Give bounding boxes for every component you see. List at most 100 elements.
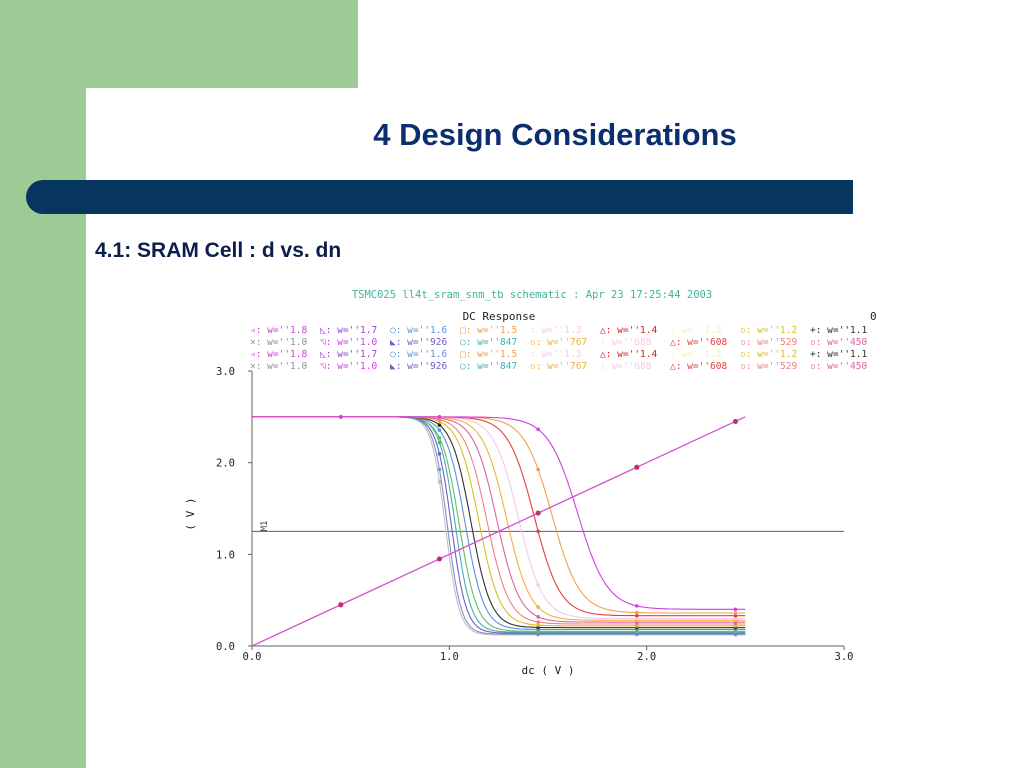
x-tick-label: 0.0 — [243, 651, 262, 663]
curve-marker — [635, 610, 639, 615]
curve-marker — [437, 467, 442, 472]
curve-marker — [536, 467, 540, 472]
legend-entry: +: w=''1.1 — [810, 325, 867, 336]
legend-entry: △: w=''608 — [670, 337, 727, 348]
transfer-curve — [252, 416, 746, 617]
chart-title: DC Response — [463, 310, 536, 323]
legend-entry: ▫: w=''1.2 — [740, 325, 797, 336]
legend-entry: ◺: w=''1.7 — [320, 349, 377, 360]
y-tick-label: 1.0 — [216, 549, 235, 561]
legend-entry: ◣: w=''926 — [390, 361, 447, 372]
diagonal-marker — [338, 602, 344, 608]
diagonal-marker — [436, 556, 443, 562]
legend-entry: ◹: w=''1.0 — [320, 337, 377, 348]
legend-entry: □: w=''1.5 — [460, 349, 517, 360]
transfer-curve — [252, 416, 746, 621]
curve-marker — [536, 529, 540, 534]
curve-marker — [437, 423, 442, 427]
legend-entry: ◹: w=''1.0 — [320, 361, 377, 372]
curve-marker — [339, 415, 343, 419]
diagonal-marker — [732, 418, 739, 425]
x-tick-label: 1.0 — [440, 651, 459, 663]
legend-entry: ▫: w=''529 — [740, 337, 797, 348]
curve-marker — [437, 428, 442, 432]
m1-label: M1 — [260, 521, 270, 532]
legend-entry: △: w=''1.4 — [600, 325, 657, 336]
legend-entry: ▫: w=''767 — [530, 337, 587, 348]
legend-entry: ▫: w=''529 — [740, 361, 797, 372]
title-rule — [26, 180, 853, 214]
chart-legend: ◃: w=''1.8 ◺: w=''1.7 ○: w=''1.6 □: w=''1.5… — [250, 325, 867, 372]
curve-marker — [437, 480, 442, 484]
curve-marker — [635, 604, 639, 608]
slide-left-accent — [0, 0, 86, 768]
legend-entry: +: w=''1.1 — [810, 349, 867, 360]
transfer-curve — [252, 416, 746, 610]
curve-marker — [536, 605, 540, 609]
x-tick-label: 2.0 — [637, 651, 656, 663]
chart-corner-mark: 0 — [870, 310, 877, 323]
legend-entry: ▫: w=''1.2 — [740, 349, 797, 360]
legend-entry: : w=''1.3 — [530, 349, 581, 360]
curve-marker — [437, 440, 442, 445]
curve-marker — [635, 616, 639, 621]
transfer-curve — [252, 416, 746, 627]
legend-entry: ○: w=''1.6 — [390, 349, 447, 360]
curve-marker — [733, 616, 738, 621]
legend-entry: △: w=''608 — [670, 361, 727, 372]
legend-entry: : w=''688 — [600, 361, 652, 372]
legend-entry: ◺: w=''1.7 — [320, 325, 377, 336]
legend-entry: ○: w=''847 — [460, 361, 517, 372]
chart-curves — [252, 415, 746, 637]
legend-entry: ▫: w=''767 — [530, 361, 587, 372]
curve-marker — [733, 613, 738, 618]
legend-entry: ×: w=''1.0 — [250, 361, 307, 372]
transfer-curve — [252, 416, 746, 625]
y-axis-label: ( V ) — [184, 497, 197, 530]
chart-axes: 0.0 1.0 2.0 3.0 0.0 1.0 2.0 3.0 M1 — [216, 366, 853, 663]
curve-marker — [635, 613, 639, 618]
curve-marker — [733, 611, 738, 615]
diagonal-line — [251, 416, 746, 647]
curve-marker — [437, 452, 442, 456]
legend-entry: ○: w=''847 — [460, 337, 517, 348]
curve-marker — [536, 620, 540, 624]
legend-entry: ○: w=''1.6 — [390, 325, 447, 336]
diagonal-marker — [535, 510, 541, 516]
legend-entry: △: w=''1.4 — [600, 349, 657, 360]
slide-subtitle: 4.1: SRAM Cell : d vs. dn — [95, 239, 342, 262]
legend-entry: □: w=''1.5 — [460, 325, 517, 336]
legend-entry: : w=''688 — [600, 337, 652, 348]
transfer-curve — [252, 416, 746, 620]
legend-entry: ▫: w=''450 — [810, 337, 867, 348]
y-tick-label: 3.0 — [216, 366, 235, 378]
legend-entry: ×: w=''1.0 — [250, 337, 307, 348]
legend-entry: : w=''1.3 — [670, 325, 721, 336]
legend-entry: : w=''1.3 — [530, 325, 581, 336]
x-axis-label: dc ( V ) — [522, 664, 575, 677]
curve-marker — [536, 583, 540, 587]
x-tick-label: 3.0 — [835, 651, 854, 663]
legend-entry: : w=''1.3 — [670, 349, 721, 360]
slide-top-accent — [86, 0, 358, 88]
legend-entry: ◃: w=''1.8 — [250, 325, 307, 336]
transfer-curve — [252, 416, 746, 623]
legend-entry: ▫: w=''450 — [810, 361, 867, 372]
slide-title: 4 Design Considerations — [373, 117, 737, 152]
curve-marker — [536, 623, 540, 627]
chart-diagonal — [251, 416, 746, 647]
curve-marker — [536, 427, 540, 432]
legend-entry: ◣: w=''926 — [390, 337, 447, 348]
chart-header: TSMC025 ll4t_sram_snm_tb schematic : Apr… — [352, 289, 712, 301]
diagonal-marker — [634, 464, 640, 470]
transfer-curve — [252, 416, 746, 629]
legend-entry: ◃: w=''1.8 — [250, 349, 307, 360]
y-tick-label: 0.0 — [216, 641, 235, 653]
curve-marker — [733, 607, 738, 612]
dc-response-chart: TSMC025 ll4t_sram_snm_tb schematic : Apr… — [184, 289, 877, 677]
curve-marker — [536, 615, 540, 619]
y-tick-label: 2.0 — [216, 458, 235, 470]
curve-marker — [437, 415, 442, 419]
transfer-curve — [252, 416, 746, 614]
curve-marker — [437, 436, 442, 440]
